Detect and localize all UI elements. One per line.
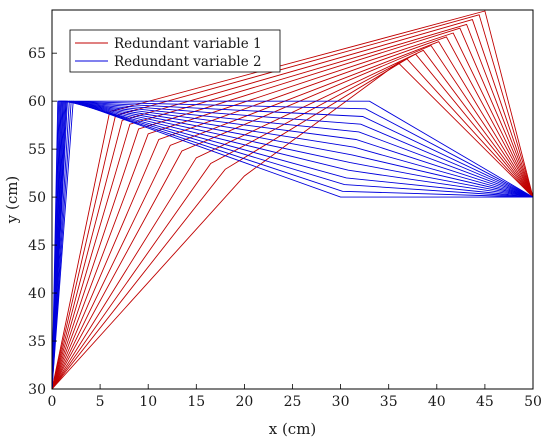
y-tick-label: 30 xyxy=(28,382,46,398)
x-tick-label: 25 xyxy=(284,394,302,410)
x-tick-label: 15 xyxy=(187,394,205,410)
series-1-trajectory-line xyxy=(51,58,534,390)
legend: Redundant variable 1 Redundant variable … xyxy=(69,29,281,73)
series-2-trajectory-line xyxy=(51,100,534,390)
series-1-trajectory-line xyxy=(51,49,534,390)
series-1-trajectory-line xyxy=(51,19,534,390)
x-tick-label: 5 xyxy=(96,394,105,410)
series-2-trajectory-line xyxy=(51,100,534,390)
legend-box xyxy=(69,29,281,73)
series-layer xyxy=(51,10,534,390)
x-tick-label: 45 xyxy=(476,394,494,410)
y-tick-label: 45 xyxy=(28,238,46,254)
y-tick-label: 60 xyxy=(28,94,46,110)
series-2-trajectory-line xyxy=(51,100,534,390)
y-tick-label: 50 xyxy=(28,190,46,206)
y-tick-label: 35 xyxy=(28,334,46,350)
x-axis-label: x (cm) xyxy=(269,420,317,438)
series-1-trajectory-line xyxy=(51,41,534,390)
series-1-trajectory-line xyxy=(51,36,534,390)
series-2 xyxy=(51,100,534,390)
series-1 xyxy=(51,10,534,390)
series-1-trajectory-line xyxy=(51,14,534,390)
series-1-trajectory-line xyxy=(51,53,534,390)
x-tick-label: 10 xyxy=(139,394,157,410)
x-tick-label: 50 xyxy=(524,394,542,410)
y-tick-label: 55 xyxy=(28,142,46,158)
x-tick-label: 40 xyxy=(428,394,446,410)
series-2-trajectory-line xyxy=(51,100,534,390)
x-tick-label: 35 xyxy=(380,394,398,410)
y-tick-label: 65 xyxy=(28,46,46,62)
series-2-trajectory-line xyxy=(51,100,534,390)
ticks-layer: 0 5 10 15 20 25 30 35 40 45 50 30 35 40 45 50 55 60 65 xyxy=(28,46,542,410)
x-tick-label: 0 xyxy=(48,394,57,410)
series-1-trajectory-line xyxy=(51,23,534,390)
y-axis-label: y (cm) xyxy=(3,176,21,225)
series-1-trajectory-line xyxy=(51,32,534,390)
series-1-trajectory-line xyxy=(51,62,534,390)
y-tick-label: 40 xyxy=(28,286,46,302)
legend-label-redundant-variable-1: Redundant variable 1 xyxy=(114,36,262,52)
x-tick-label: 20 xyxy=(235,394,253,410)
x-tick-label: 30 xyxy=(332,394,350,410)
series-1-trajectory-line xyxy=(51,10,534,390)
series-1-trajectory-line xyxy=(51,27,534,390)
series-1-trajectory-line xyxy=(51,44,534,390)
legend-label-redundant-variable-2: Redundant variable 2 xyxy=(114,54,262,70)
series-2-trajectory-line xyxy=(51,100,533,390)
series-2-trajectory-line xyxy=(51,100,534,390)
